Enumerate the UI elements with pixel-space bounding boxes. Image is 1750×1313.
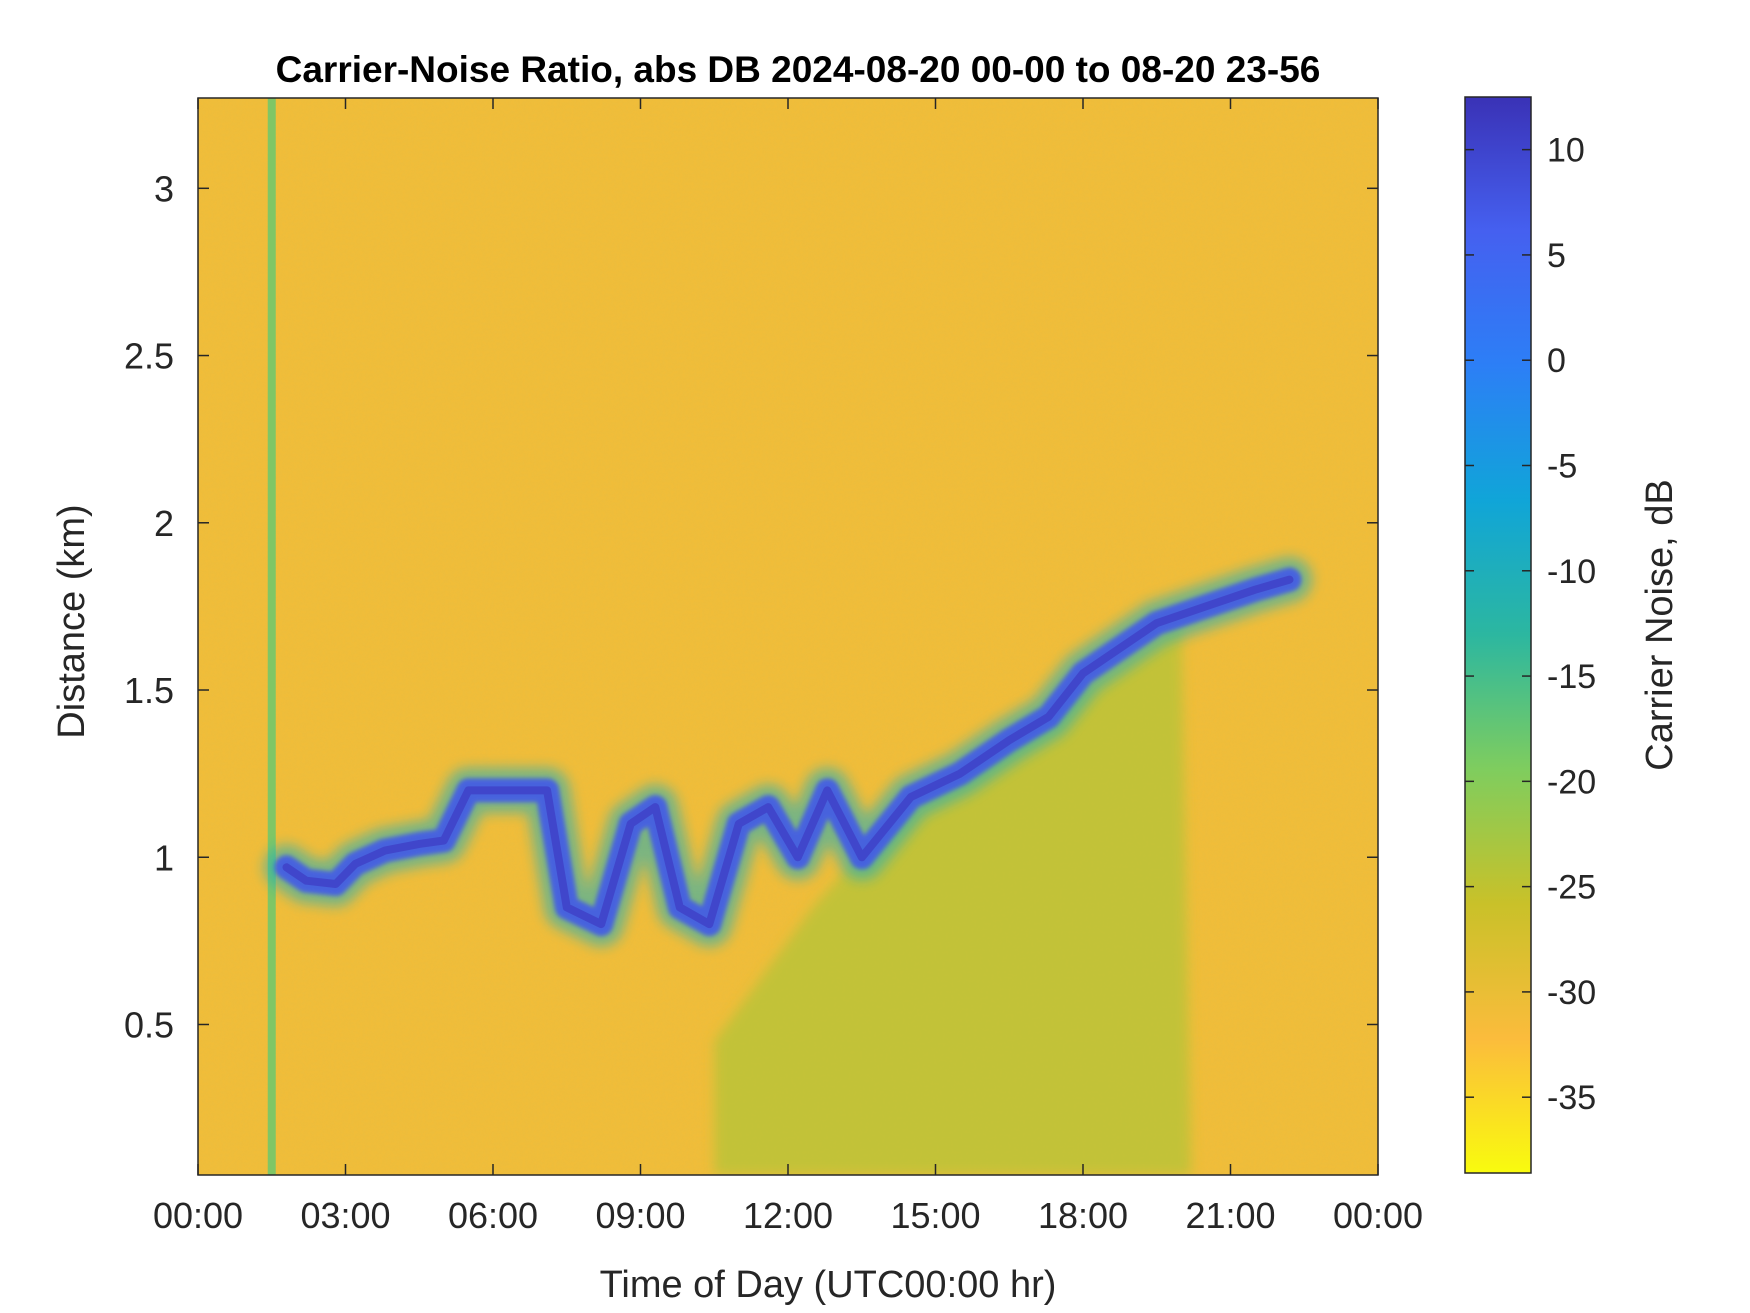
x-axis-label: Time of Day (UTC00:00 hr) bbox=[600, 1264, 1057, 1306]
x-tick-label: 21:00 bbox=[1185, 1195, 1275, 1236]
x-tick-label: 00:00 bbox=[1333, 1195, 1423, 1236]
y-tick-label: 1.5 bbox=[124, 670, 174, 711]
colorbar-ticks: 10 5 0 -5 -10 -15 -20 -25 -30 -35 bbox=[1465, 132, 1596, 1117]
mixed-layer-region bbox=[714, 623, 1192, 1175]
colorbar-tick-label: -20 bbox=[1547, 763, 1596, 801]
colorbar-tick-label: 0 bbox=[1547, 342, 1566, 380]
colorbar: 10 5 0 -5 -10 -15 -20 -25 -30 -35 Carrier Noise, … bbox=[1464, 96, 1681, 1174]
colorbar-tick-label: -25 bbox=[1547, 869, 1596, 907]
y-axis-label: Distance (km) bbox=[51, 504, 93, 738]
colorbar-tick-label: -5 bbox=[1547, 447, 1577, 485]
colorbar-bar bbox=[1464, 96, 1532, 1174]
y-tick-label: 3 bbox=[154, 168, 174, 209]
x-tick-label: 12:00 bbox=[743, 1195, 833, 1236]
colorbar-tick-label: -15 bbox=[1547, 658, 1596, 696]
x-tick-label: 15:00 bbox=[890, 1195, 980, 1236]
y-tick-label: 2 bbox=[154, 503, 174, 544]
y-axis-ticks: 0.5 1 1.5 2 2.5 3 bbox=[124, 168, 1378, 1045]
y-tick-label: 0.5 bbox=[124, 1004, 174, 1045]
colorbar-tick-label: -10 bbox=[1547, 553, 1596, 591]
colorbar-tick-label: 10 bbox=[1547, 132, 1585, 170]
heatmap-plot-area bbox=[197, 97, 1379, 1176]
y-tick-label: 1 bbox=[154, 837, 174, 878]
colorbar-tick-label: -30 bbox=[1547, 974, 1596, 1012]
x-tick-label: 00:00 bbox=[153, 1195, 243, 1236]
boundary-layer-core bbox=[282, 575, 1294, 929]
x-tick-label: 06:00 bbox=[448, 1195, 538, 1236]
x-tick-label: 09:00 bbox=[595, 1195, 685, 1236]
chart-title: Carrier-Noise Ratio, abs DB 2024-08-20 0… bbox=[276, 49, 1321, 90]
x-tick-label: 03:00 bbox=[300, 1195, 390, 1236]
x-tick-label: 18:00 bbox=[1038, 1195, 1128, 1236]
colorbar-tick-label: 5 bbox=[1547, 237, 1566, 275]
colorbar-label: Carrier Noise, dB bbox=[1639, 479, 1681, 770]
vertical-streak bbox=[267, 98, 276, 1175]
x-axis-ticks: 00:00 03:00 06:00 09:00 12:00 15:00 18:00 21:00… bbox=[153, 98, 1423, 1236]
colorbar-tick-label: -35 bbox=[1547, 1079, 1596, 1117]
heatmap-layer bbox=[198, 98, 1378, 1175]
y-tick-label: 2.5 bbox=[124, 336, 174, 377]
